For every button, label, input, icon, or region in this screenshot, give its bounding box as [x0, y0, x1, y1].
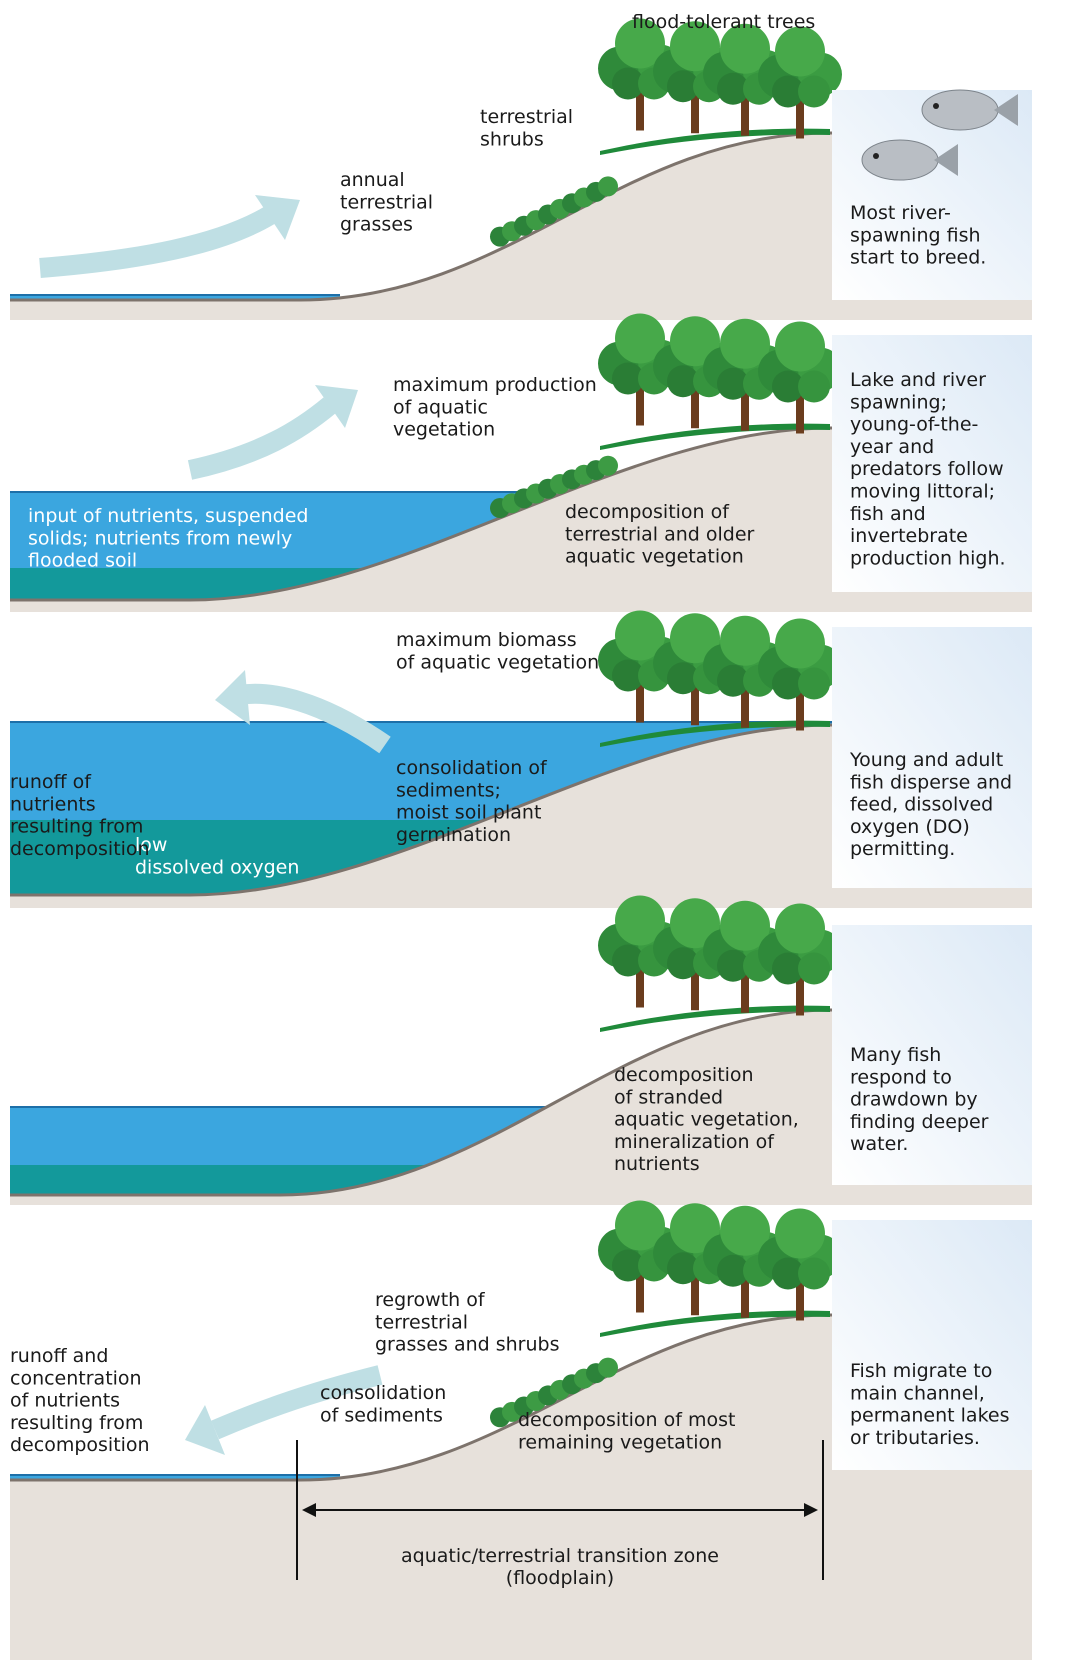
- note: main channel,: [850, 1382, 985, 1404]
- label: of stranded: [614, 1086, 723, 1108]
- tree: [758, 619, 842, 731]
- label: nutrients: [614, 1153, 700, 1175]
- note: spawning fish: [850, 224, 981, 246]
- note: Lake and river: [850, 369, 986, 391]
- label: solids; nutrients from newly: [28, 527, 292, 549]
- label: of aquatic: [393, 396, 488, 418]
- label: maximum biomass: [396, 629, 577, 651]
- note: respond to: [850, 1066, 952, 1088]
- label: annual: [340, 169, 405, 191]
- label: concentration: [10, 1367, 142, 1389]
- tree: [758, 322, 842, 434]
- label: decomposition of: [565, 501, 730, 523]
- note: fish disperse and: [850, 771, 1012, 793]
- note: Young and adult: [849, 749, 1003, 771]
- zone-label: (floodplain): [506, 1567, 614, 1589]
- label: germination: [396, 824, 511, 846]
- shrub: [598, 456, 618, 476]
- label: input of nutrients, suspended: [28, 505, 309, 527]
- note: year and: [850, 436, 934, 458]
- label: decomposition: [10, 1434, 150, 1456]
- label: resulting from: [10, 1412, 143, 1434]
- note: drawdown by: [850, 1089, 978, 1111]
- note: permanent lakes: [850, 1405, 1009, 1427]
- label: nutrients: [10, 793, 96, 815]
- note: feed, dissolved: [850, 794, 993, 816]
- label: terrestrial: [480, 106, 573, 128]
- label: decomposition: [614, 1064, 754, 1086]
- note: Most river-: [850, 202, 951, 224]
- note: spawning;: [850, 391, 947, 413]
- tree: [758, 904, 842, 1016]
- shrub: [598, 1358, 618, 1378]
- diagram: flood-tolerant treesterrestrialshrubsann…: [0, 0, 1092, 1660]
- note: oxygen (DO): [850, 816, 970, 838]
- fish-eye: [873, 153, 879, 159]
- note: Many fish: [850, 1044, 941, 1066]
- note: permitting.: [850, 838, 955, 860]
- label: resulting from: [10, 816, 143, 838]
- fish-eye: [933, 103, 939, 109]
- label: aquatic vegetation: [565, 546, 744, 568]
- label: decomposition: [10, 838, 150, 860]
- label: grasses: [340, 214, 413, 236]
- label: sediments;: [396, 779, 501, 801]
- label: regrowth of: [375, 1289, 486, 1311]
- label: consolidation: [320, 1382, 446, 1404]
- note: production high.: [850, 547, 1006, 569]
- note: water.: [850, 1133, 908, 1155]
- label: vegetation: [393, 419, 495, 441]
- label: dissolved oxygen: [135, 856, 299, 878]
- note: young-of-the-: [850, 414, 978, 436]
- label: runoff and: [10, 1345, 108, 1367]
- note: finding deeper: [850, 1111, 989, 1133]
- note: start to breed.: [850, 247, 986, 269]
- label: terrestrial: [340, 191, 433, 213]
- fish: [922, 90, 998, 130]
- label: moist soil plant: [396, 802, 541, 824]
- label: terrestrial and older: [565, 523, 755, 545]
- label: consolidation of: [396, 757, 548, 779]
- label: aquatic vegetation,: [614, 1109, 799, 1131]
- note: predators follow: [850, 458, 1004, 480]
- note: invertebrate: [850, 525, 968, 547]
- label: of aquatic vegetation: [396, 651, 599, 673]
- zone-label: aquatic/terrestrial transition zone: [401, 1545, 719, 1567]
- note: Fish migrate to: [850, 1360, 992, 1382]
- fish: [862, 140, 938, 180]
- label: flooded soil: [28, 550, 137, 572]
- tree: [758, 1209, 842, 1321]
- flow-arrow: [40, 215, 270, 268]
- shrub: [598, 176, 618, 196]
- label: decomposition of most: [518, 1409, 735, 1431]
- label: runoff of: [10, 771, 92, 793]
- label: shrubs: [480, 128, 544, 150]
- label: of sediments: [320, 1404, 443, 1426]
- label: terrestrial: [375, 1311, 468, 1333]
- note: fish and: [850, 503, 926, 525]
- label: remaining vegetation: [518, 1431, 722, 1453]
- note: or tributaries.: [850, 1427, 980, 1449]
- page: {"panels": [ {"labels": [["flood-toleran…: [0, 0, 1092, 1660]
- flow-arrow-head: [215, 670, 250, 725]
- label: grasses and shrubs: [375, 1334, 559, 1356]
- flow-arrow: [190, 405, 330, 470]
- note: moving littoral;: [850, 481, 995, 503]
- label: maximum production: [393, 374, 597, 396]
- label: mineralization of: [614, 1131, 775, 1153]
- label: of nutrients: [10, 1390, 120, 1412]
- label: flood-tolerant trees: [632, 11, 815, 33]
- tree: [758, 27, 842, 139]
